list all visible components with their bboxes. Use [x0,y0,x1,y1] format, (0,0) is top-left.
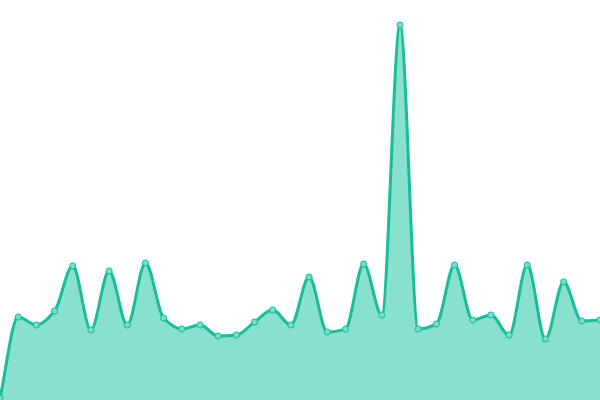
area-fill [0,25,600,400]
data-point-30 [541,335,549,343]
data-point-26 [469,316,477,324]
data-point-19 [341,325,349,333]
data-points [0,21,600,400]
data-point-14 [251,318,259,326]
data-point-16 [287,321,295,329]
data-point-25 [451,261,459,269]
data-point-4 [69,262,77,270]
data-point-7 [123,321,131,329]
data-point-27 [487,311,495,319]
data-point-28 [505,331,513,339]
data-point-24 [432,320,440,328]
data-point-3 [51,307,59,315]
data-point-11 [196,321,204,329]
data-point-5 [87,326,95,334]
data-point-15 [269,306,277,314]
data-point-2 [32,321,40,329]
data-point-1 [14,313,22,321]
data-point-17 [305,273,313,281]
data-point-32 [578,317,586,325]
data-point-13 [232,331,240,339]
data-point-9 [160,314,168,322]
data-point-29 [523,261,531,269]
data-point-20 [360,260,368,268]
series-line [0,23,600,399]
data-point-23 [414,325,422,333]
data-point-21 [378,311,386,319]
data-point-10 [178,325,186,333]
data-point-31 [560,278,568,286]
data-point-33 [596,316,600,324]
data-point-6 [105,267,113,275]
data-point-0 [0,394,4,400]
data-point-18 [323,328,331,336]
data-point-22 [396,21,404,29]
data-point-8 [141,259,149,267]
data-point-12 [214,332,222,340]
